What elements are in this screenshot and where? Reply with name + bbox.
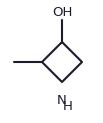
Text: N: N [57,93,67,107]
Text: OH: OH [52,6,72,18]
Text: H: H [63,100,73,113]
